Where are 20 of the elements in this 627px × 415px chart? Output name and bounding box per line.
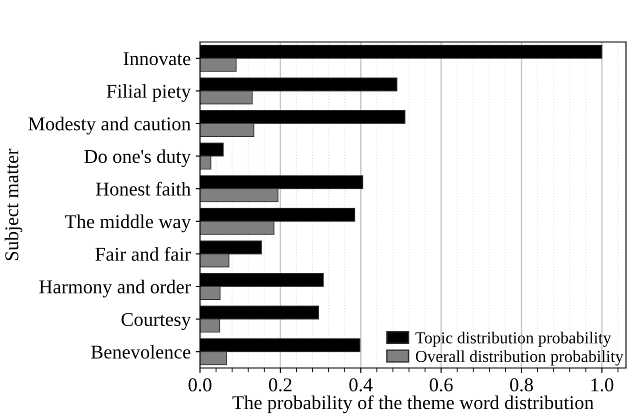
x-tick-label: 0.8	[510, 378, 533, 392]
y-tick-label: Innovate	[124, 52, 190, 66]
y-tick-label: Honest faith	[96, 182, 191, 196]
y-tick-label: Filial piety	[106, 84, 191, 102]
legend-label: Overall distribution probability	[416, 350, 624, 366]
y-tick-label: Courtesy	[122, 312, 191, 330]
y-tick-label: Harmony and order	[39, 280, 191, 298]
y-axis-title: Subject matter	[4, 148, 22, 260]
x-tick-label: 0.0	[188, 378, 212, 392]
x-tick-label: 0.6	[430, 378, 453, 392]
y-tick-label: The middle way	[64, 214, 191, 232]
y-tick-label: Benevolence	[91, 344, 190, 359]
x-tick-label: 0.2	[268, 378, 292, 392]
y-tick-label: Do one's duty	[84, 149, 191, 168]
y-tick-label: Fair and fair	[95, 246, 191, 261]
y-tick-label: Modesty and caution	[28, 116, 191, 134]
legend-label: Topic distribution probability	[416, 332, 612, 347]
x-tick-label: 0.4	[349, 378, 373, 392]
x-axis-title: The probability of the theme word distribution	[232, 395, 594, 414]
x-tick-label: 1.0	[591, 378, 614, 392]
